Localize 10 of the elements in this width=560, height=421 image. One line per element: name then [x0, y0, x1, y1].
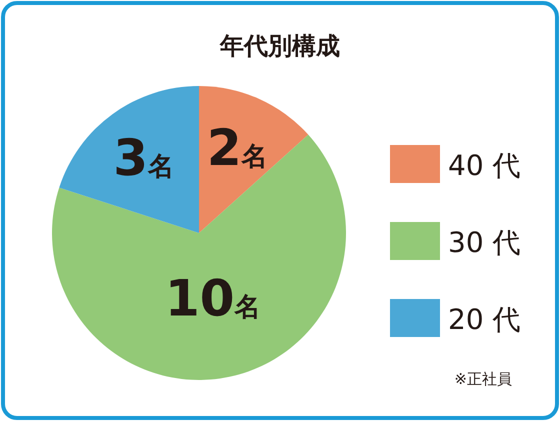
data-label: 2名 — [206, 119, 268, 178]
legend-label: 20 代 — [448, 303, 521, 336]
text: ※正社員 — [454, 370, 512, 388]
pie-slice — [59, 86, 199, 233]
chart-title: 年代別構成 — [219, 32, 340, 60]
legend-label: 40 代 — [448, 149, 521, 182]
data-label: 10名 — [164, 270, 261, 328]
legend-label: 30 代 — [448, 226, 521, 259]
data-label: 3名 — [113, 128, 174, 187]
pie-slice — [199, 86, 308, 233]
